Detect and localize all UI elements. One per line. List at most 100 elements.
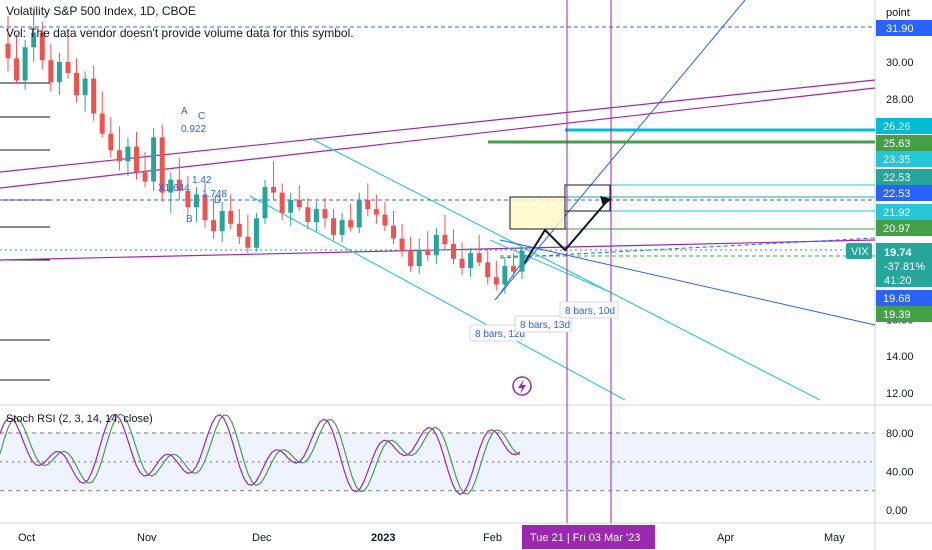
candle-body [331, 218, 337, 235]
price-tag-bg [876, 151, 932, 167]
symbol-tag-bg [846, 243, 872, 259]
lightning-bolt [518, 379, 526, 394]
upper-purple-trendline-2 [0, 87, 876, 189]
last-price: 19.74 [884, 247, 912, 259]
stoch-tick: 80.00 [886, 428, 914, 440]
candle-body [193, 194, 199, 208]
fib-value-1644: X1.644 [158, 183, 190, 194]
upper-purple-trendline [0, 79, 876, 173]
bars-label-box [469, 324, 523, 342]
symbol-tag: VIX [851, 246, 869, 258]
price-tag: 21.92 [883, 207, 911, 219]
last-price-countdown: 41:20 [884, 275, 912, 287]
wave-label-a: A [181, 106, 188, 117]
price-tag: 23.35 [883, 154, 911, 166]
last-price-change: -37.81% [884, 261, 925, 273]
price-tag-bg [876, 220, 932, 236]
fib-value-142: 1.42 [192, 175, 212, 186]
price-tick: 14.00 [886, 351, 914, 363]
candle-body [211, 220, 217, 232]
candle-body [168, 179, 174, 193]
candle-body [399, 238, 405, 252]
candle-body [151, 137, 157, 182]
candle-body [442, 234, 448, 245]
projection-arrowhead [600, 196, 612, 206]
candle-body [39, 32, 45, 61]
candle-body [313, 209, 319, 222]
candle-body [296, 199, 302, 208]
candle-body [279, 192, 285, 213]
candle-body [348, 220, 354, 228]
price-tag: 26.26 [883, 121, 911, 133]
candle-body [476, 253, 482, 263]
price-tag-bg [876, 135, 932, 151]
price-tick: 30.00 [886, 57, 914, 69]
target-box-outline [564, 184, 611, 212]
target-box-yellow [509, 196, 566, 230]
channel-bottom-line [249, 195, 626, 401]
price-tag-bg [876, 306, 932, 322]
candle-body [262, 187, 268, 219]
candle-body [391, 225, 396, 239]
last-price-bg [876, 243, 932, 287]
chart-title: Volatility S&P 500 Index, 1D, CBOE [6, 4, 196, 18]
candle-body [373, 209, 379, 215]
blue-fan-line [494, 0, 746, 301]
candle-body [108, 133, 114, 151]
bars-label-box [559, 301, 619, 319]
candle-body [5, 43, 11, 59]
time-cursor-label: Tue 21 | Fri 03 Mar '23 [530, 532, 640, 544]
candle-body [459, 258, 465, 268]
wave-label-b: B [186, 214, 193, 225]
candle-body [91, 78, 97, 114]
price-tick: 28.00 [886, 94, 914, 106]
price-tick: 12.00 [886, 388, 914, 400]
price-tag-bg [876, 169, 932, 185]
candle-body [468, 253, 474, 268]
time-label: Nov [137, 532, 157, 544]
candle-body [408, 251, 414, 267]
fib-value-0922: 0.922 [181, 124, 206, 135]
time-label: Dec [252, 532, 272, 544]
stoch-k-line [0, 413, 521, 495]
candle-body [519, 250, 525, 272]
stoch-title: Stoch RSI (2, 3, 14, 14, close) [6, 413, 153, 425]
price-axis-unit: point [886, 7, 910, 19]
stoch-tick: 0.00 [886, 505, 907, 517]
candle-body [48, 60, 54, 83]
time-label: Feb [483, 532, 502, 544]
candle-body [305, 207, 311, 222]
blue-descending-line [499, 239, 876, 326]
candle-body [159, 137, 165, 193]
price-tag: 19.68 [883, 293, 911, 305]
candle-body [116, 150, 122, 162]
time-label: Oct [18, 532, 35, 544]
bars-label-text: 8 bars, 13d [520, 320, 570, 331]
candle-body [450, 244, 456, 259]
candle-body [356, 199, 362, 228]
candle-body [65, 62, 71, 74]
candle-body [176, 179, 182, 191]
stoch-tick: 40.00 [886, 467, 914, 479]
candle-body [425, 249, 431, 256]
lightning-icon [512, 376, 532, 396]
candle-body [288, 199, 294, 213]
candle-body [433, 234, 439, 256]
candle-body [382, 214, 388, 226]
stoch-band [0, 433, 875, 491]
wave-label-d: D [214, 195, 221, 206]
candle-body [31, 32, 37, 48]
price-tag: 22.53 [883, 172, 911, 184]
candle-body [339, 220, 345, 235]
price-tag: 25.63 [883, 138, 911, 150]
channel-mid-line [489, 239, 611, 293]
candle-body [271, 187, 277, 193]
candle-body [219, 210, 225, 232]
time-label: 2023 [371, 532, 395, 544]
candle-body [228, 210, 234, 224]
projection-zigzag [519, 199, 609, 271]
channel-top-line [309, 137, 821, 401]
time-label: May [824, 532, 845, 544]
